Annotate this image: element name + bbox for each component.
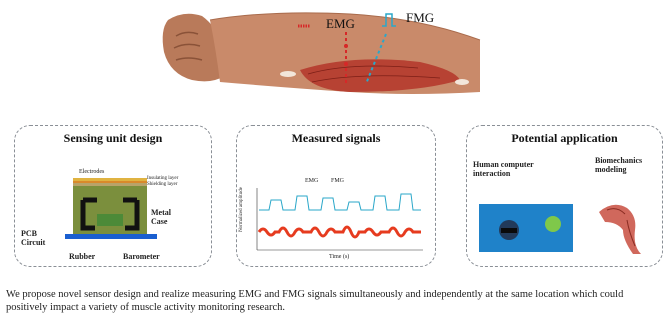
legend-emg: EMG [305, 178, 319, 184]
sensing-panel-title: Sensing unit design [63, 131, 163, 145]
pcb-circuit-label: PCB Circuit [21, 229, 46, 247]
signals-plot [256, 188, 423, 251]
potential-application-panel: Potential application Human computer int… [466, 125, 663, 267]
insulating-layer-label: Insulating layer [147, 176, 179, 181]
biomechanics-label: Biomechanics modeling [595, 156, 643, 174]
measured-signals-panel: Measured signals EMG FMG Normalized ampl… [236, 125, 436, 267]
shielding-layer-label: Shielding layer [147, 182, 178, 187]
electrodes-label: Electrodes [79, 169, 105, 175]
legend-fmg: FMG [331, 178, 345, 184]
signals-panel-title: Measured signals [291, 131, 381, 145]
fmg-label: FMG [406, 10, 435, 25]
emg-label: EMG [326, 16, 355, 31]
forearm-illustration [150, 0, 490, 110]
hci-label: Human computer interaction [473, 160, 534, 178]
biomechanics-arm-image [599, 204, 641, 254]
metal-case-label: Metal Case [151, 208, 171, 226]
barometer-label: Barometer [123, 252, 160, 261]
sensing-unit-panel: Sensing unit design Electrodes Insulatin… [14, 125, 212, 267]
rubber-label: Rubber [69, 252, 96, 261]
signals-xlabel: Time (s) [329, 254, 350, 260]
application-panel-title: Potential application [511, 131, 618, 145]
signals-ylabel: Normalized amplitude [238, 187, 244, 232]
hci-vr-image [479, 204, 573, 252]
figure-caption: We propose novel sensor design and reali… [6, 289, 624, 313]
sensor-cross-section-diagram [65, 178, 157, 239]
